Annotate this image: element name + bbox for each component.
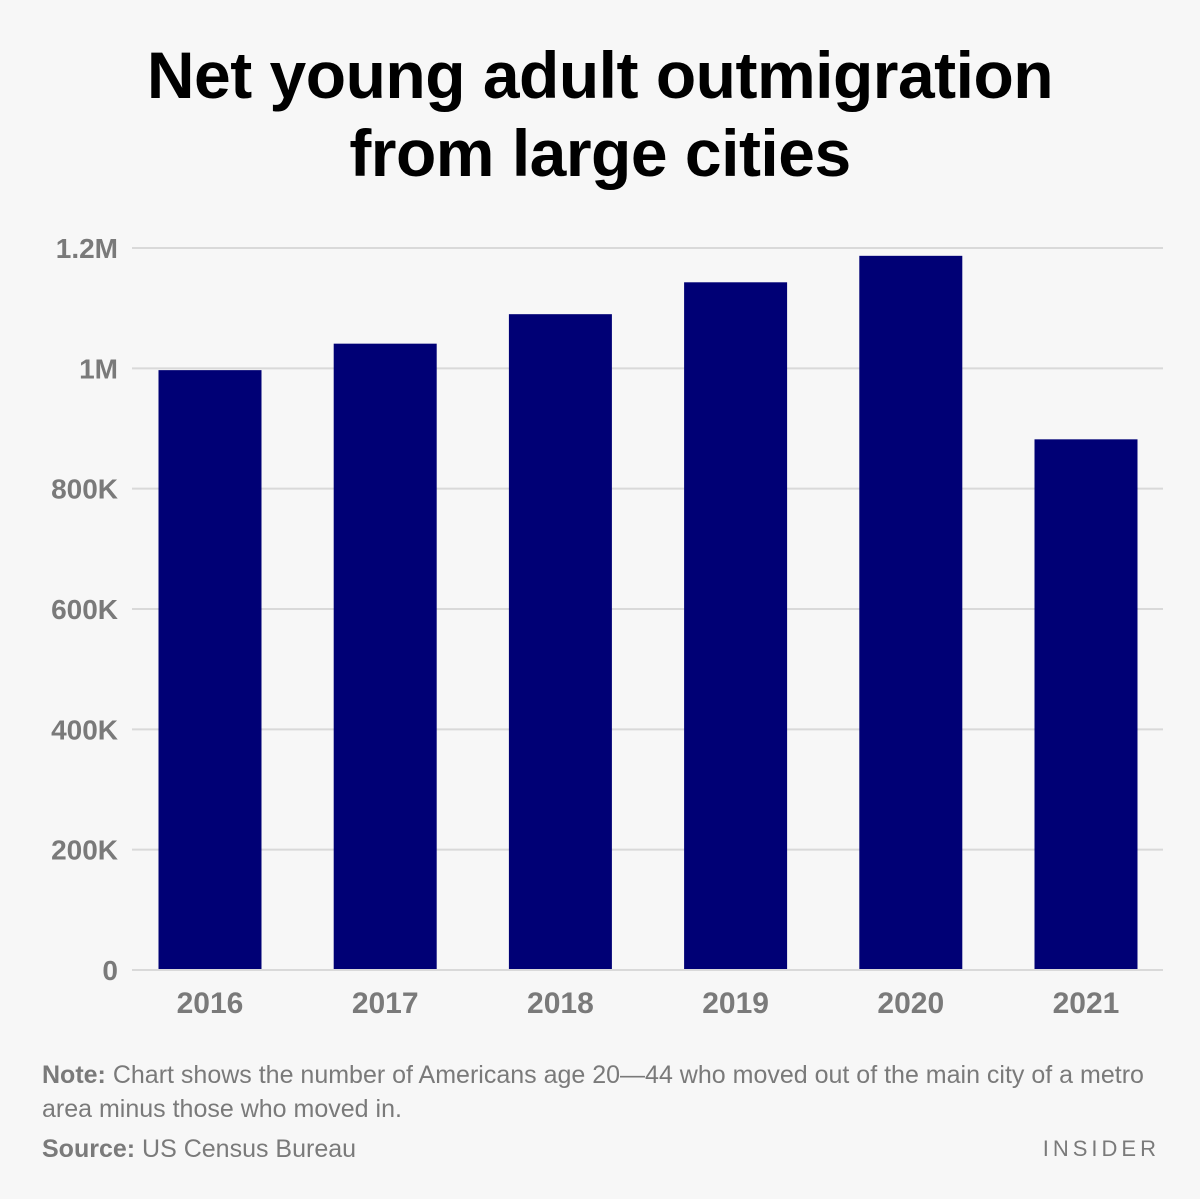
insider-logo: INSIDER <box>1042 1136 1160 1161</box>
chart-source: Source: US Census Bureau <box>42 1132 356 1166</box>
x-tick-label-2021: 2021 <box>1053 987 1120 1020</box>
y-tick-label: 1.2M <box>56 233 118 264</box>
bars <box>132 255 1163 971</box>
bar-2021 <box>1034 439 1138 971</box>
y-tick-label: 800K <box>51 474 118 505</box>
bar-2016 <box>158 370 262 971</box>
note-label: Note: <box>42 1061 106 1089</box>
x-tick-label-2016: 2016 <box>177 987 244 1020</box>
source-text: US Census Bureau <box>142 1135 357 1163</box>
chart-title: Net young adult outmigration from large … <box>0 36 1200 192</box>
bar-2018 <box>508 314 612 970</box>
chart-title-line-1: Net young adult outmigration <box>146 38 1054 112</box>
bar-2019 <box>684 282 788 970</box>
chart-title-line-2: from large cities <box>349 116 851 190</box>
note-text: Chart shows the number of Americans age … <box>42 1061 1144 1123</box>
y-tick-label: 1M <box>79 353 118 384</box>
x-tick-label-2017: 2017 <box>352 987 419 1020</box>
grid-lines <box>132 247 1163 971</box>
bar-2017 <box>333 343 437 970</box>
source-label: Source: <box>42 1135 136 1163</box>
y-axis-tick-labels: 0 200K 400K 600K 800K 1M 1.2M <box>51 233 118 986</box>
x-axis-tick-labels: 2016 2017 2018 2019 2020 2021 <box>177 987 1120 1020</box>
x-tick-label-2019: 2019 <box>702 987 769 1020</box>
x-tick-label-2020: 2020 <box>877 987 944 1020</box>
bar-2020 <box>859 255 963 971</box>
y-tick-label: 600K <box>51 594 118 625</box>
x-tick-label-2018: 2018 <box>527 987 594 1020</box>
chart-note: Note: Chart shows the number of American… <box>42 1058 1172 1126</box>
y-tick-label: 400K <box>51 714 118 745</box>
y-tick-label: 0 <box>102 955 118 986</box>
y-tick-label: 200K <box>51 835 118 866</box>
